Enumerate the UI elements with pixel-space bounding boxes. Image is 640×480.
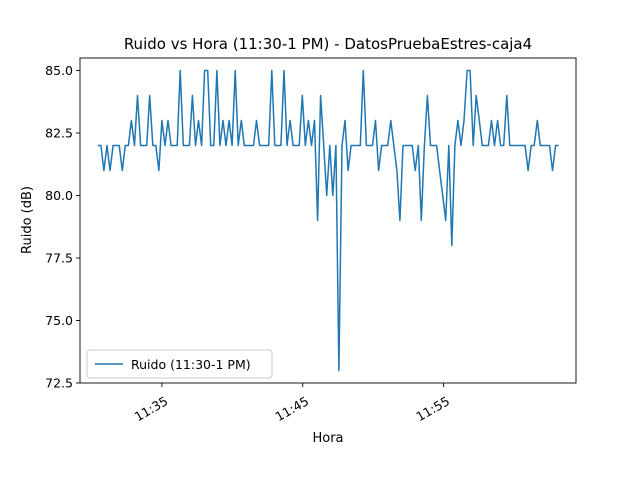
legend: Ruido (11:30-1 PM) xyxy=(86,349,273,379)
y-tick-label: 77.5 xyxy=(45,251,73,266)
y-tick-label: 85.0 xyxy=(45,63,73,78)
series-line-0 xyxy=(97,69,559,372)
y-tick-label: 72.5 xyxy=(45,376,73,391)
y-tick-label: 75.0 xyxy=(45,313,73,328)
plot-lines xyxy=(97,69,559,372)
chart-title: Ruido vs Hora (11:30-1 PM) - DatosPrueba… xyxy=(124,35,532,53)
plot-frame xyxy=(79,57,577,384)
y-tick-label: 80.0 xyxy=(45,188,73,203)
y-axis-title: Ruido (dB) xyxy=(20,186,35,254)
y-axis: 72.5 75.0 77.5 80.0 82.5 85.0 xyxy=(45,63,80,391)
legend-box xyxy=(86,349,273,379)
y-tick-label: 82.5 xyxy=(45,126,73,141)
legend-label: Ruido (11:30-1 PM) xyxy=(131,357,251,372)
x-axis-title: Hora xyxy=(312,431,343,446)
